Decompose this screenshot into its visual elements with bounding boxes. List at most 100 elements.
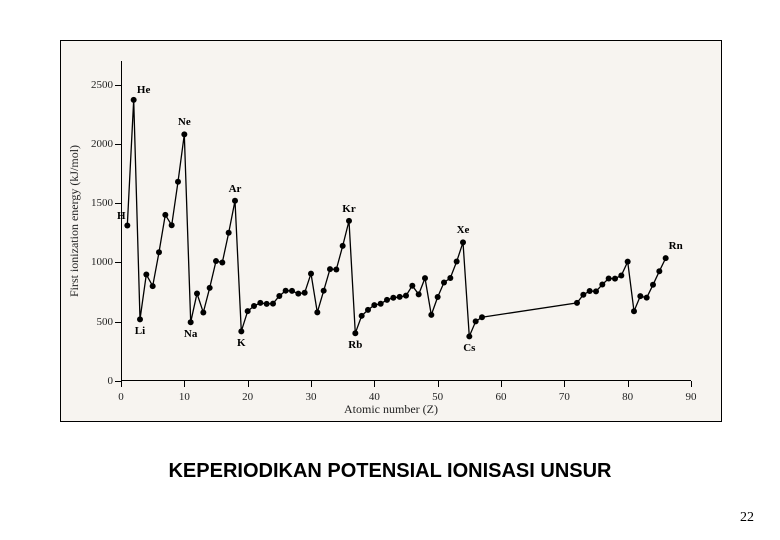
y-tick-label: 2500 xyxy=(79,79,113,91)
data-point xyxy=(390,295,396,301)
data-point xyxy=(238,328,244,334)
data-point xyxy=(327,266,333,272)
data-point xyxy=(378,301,384,307)
element-label: K xyxy=(237,337,246,349)
data-point xyxy=(454,259,460,265)
data-point xyxy=(156,249,162,255)
data-point xyxy=(169,222,175,228)
element-label: Li xyxy=(135,325,145,337)
page-number: 22 xyxy=(740,510,754,526)
data-point xyxy=(207,285,213,291)
chart-figure: First ionization energy (kJ/mol) 0500100… xyxy=(60,40,722,422)
data-point xyxy=(473,318,479,324)
data-point xyxy=(276,293,282,299)
data-point xyxy=(245,308,251,314)
element-label: Ar xyxy=(229,183,242,195)
x-tick xyxy=(564,381,565,387)
plot-area: 050010001500200025000102030405060708090H… xyxy=(121,61,691,381)
data-point xyxy=(232,198,238,204)
data-point xyxy=(302,290,308,296)
data-point xyxy=(625,259,631,265)
data-point xyxy=(593,288,599,294)
data-point xyxy=(441,280,447,286)
data-point xyxy=(650,282,656,288)
y-tick-label: 0 xyxy=(79,375,113,387)
data-point xyxy=(333,266,339,272)
x-tick xyxy=(438,381,439,387)
element-label: H xyxy=(117,210,126,222)
data-point xyxy=(663,255,669,261)
data-point xyxy=(466,333,472,339)
data-point xyxy=(131,97,137,103)
data-point xyxy=(403,293,409,299)
data-point xyxy=(656,268,662,274)
data-point xyxy=(397,294,403,300)
x-tick xyxy=(248,381,249,387)
x-tick xyxy=(691,381,692,387)
data-point xyxy=(359,313,365,319)
data-point xyxy=(264,301,270,307)
data-point xyxy=(295,291,301,297)
data-point xyxy=(384,297,390,303)
element-label: Cs xyxy=(463,342,475,354)
element-label: Ne xyxy=(178,116,191,128)
data-point xyxy=(270,301,276,307)
data-point xyxy=(314,309,320,315)
data-point xyxy=(188,319,194,325)
y-tick xyxy=(115,203,121,204)
x-tick xyxy=(311,381,312,387)
data-point xyxy=(365,307,371,313)
data-point xyxy=(257,300,263,306)
data-point xyxy=(143,271,149,277)
data-point xyxy=(226,230,232,236)
data-point xyxy=(283,288,289,294)
x-tick xyxy=(628,381,629,387)
data-point xyxy=(308,271,314,277)
data-point xyxy=(637,293,643,299)
element-label: Rn xyxy=(669,240,683,252)
data-point xyxy=(574,300,580,306)
data-point xyxy=(137,316,143,322)
data-point xyxy=(321,288,327,294)
data-point xyxy=(251,303,257,309)
data-point xyxy=(409,283,415,289)
data-point xyxy=(599,282,605,288)
data-point xyxy=(587,288,593,294)
data-point xyxy=(644,295,650,301)
data-point xyxy=(618,273,624,279)
y-tick xyxy=(115,85,121,86)
element-label: Kr xyxy=(342,203,355,215)
ionization-series xyxy=(121,61,691,381)
data-point xyxy=(289,288,295,294)
data-point xyxy=(422,275,428,281)
x-tick xyxy=(374,381,375,387)
series-line xyxy=(127,100,665,337)
data-point xyxy=(150,283,156,289)
data-point xyxy=(428,312,434,318)
y-tick xyxy=(115,144,121,145)
y-axis-label: First ionization energy (kJ/mol) xyxy=(67,145,82,297)
data-point xyxy=(606,275,612,281)
data-point xyxy=(194,291,200,297)
y-tick-label: 2000 xyxy=(79,138,113,150)
element-label: Rb xyxy=(348,339,362,351)
x-tick xyxy=(501,381,502,387)
data-point xyxy=(124,223,130,229)
x-tick xyxy=(121,381,122,387)
data-point xyxy=(340,243,346,249)
data-point xyxy=(352,330,358,336)
data-point xyxy=(416,291,422,297)
y-tick xyxy=(115,322,121,323)
data-point xyxy=(612,276,618,282)
x-axis-label: Atomic number (Z) xyxy=(61,402,721,417)
data-point xyxy=(447,275,453,281)
data-point xyxy=(162,212,168,218)
data-point xyxy=(435,294,441,300)
data-point xyxy=(460,239,466,245)
data-point xyxy=(479,314,485,320)
data-point xyxy=(175,179,181,185)
data-point xyxy=(181,131,187,137)
data-point xyxy=(371,302,377,308)
y-tick xyxy=(115,262,121,263)
data-point xyxy=(213,258,219,264)
